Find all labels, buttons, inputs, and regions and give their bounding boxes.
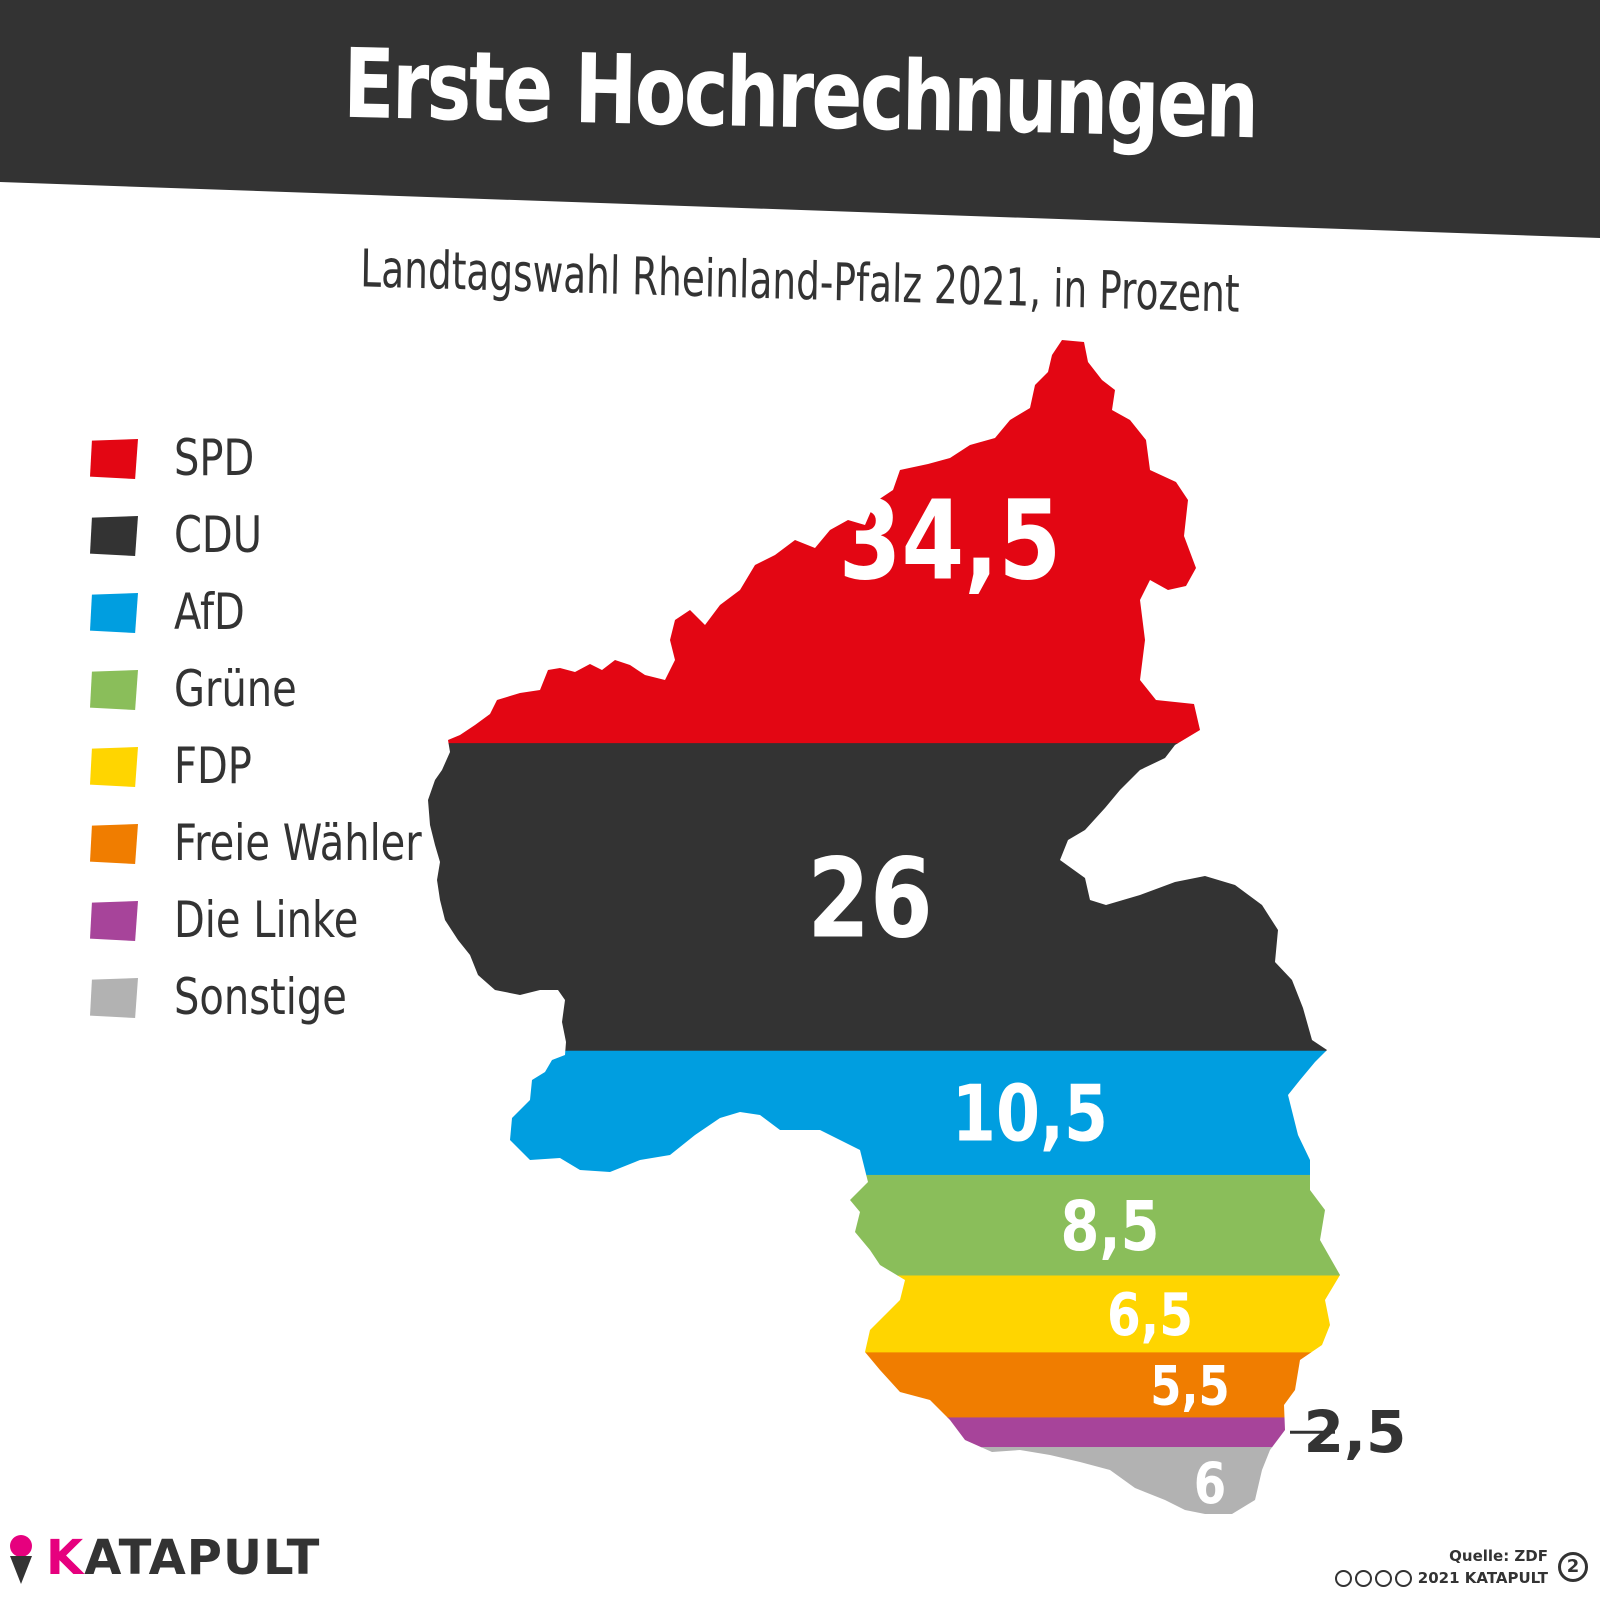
legend-label-afd: AfD bbox=[174, 583, 245, 641]
value-label-freie-waehler: 5,5 bbox=[1150, 1354, 1229, 1417]
cc-nd-icon bbox=[1394, 1569, 1412, 1587]
source-credit: Quelle: ZDF 2021 KATAPULT bbox=[1334, 1545, 1548, 1589]
edition-badge: 2 bbox=[1558, 1552, 1588, 1582]
value-label-die-linke: 2,5 bbox=[1304, 1398, 1407, 1466]
cc-by-icon bbox=[1354, 1569, 1372, 1587]
band-die-linke bbox=[428, 1417, 1340, 1448]
value-labels: 34,5 26 10,5 8,5 6,55,5 2,5 6 bbox=[807, 477, 1406, 1517]
band-afd bbox=[428, 1050, 1340, 1176]
value-label-cdu: 26 bbox=[807, 835, 933, 963]
legend-swatch-fdp bbox=[90, 747, 138, 787]
legend-swatch-spd bbox=[90, 439, 138, 479]
band-gruene bbox=[428, 1174, 1340, 1276]
band-fdp bbox=[428, 1275, 1340, 1353]
value-label-afd: 10,5 bbox=[952, 1068, 1108, 1159]
brand-name: KATAPULT bbox=[46, 1530, 320, 1586]
legend-swatch-die-linke bbox=[90, 901, 138, 941]
value-label-gruene: 8,5 bbox=[1060, 1186, 1159, 1266]
value-label-spd: 34,5 bbox=[839, 477, 1062, 605]
legend-label-sonstige: Sonstige bbox=[174, 968, 347, 1026]
legend-swatch-gruene bbox=[90, 670, 138, 710]
legend-label-die-linke: Die Linke bbox=[174, 891, 359, 949]
brand-initial: K bbox=[46, 1530, 85, 1586]
source-text: Quelle: ZDF bbox=[1449, 1547, 1548, 1565]
cc-nc-icon bbox=[1374, 1569, 1392, 1587]
value-label-sonstige: 6 bbox=[1194, 1452, 1227, 1518]
legend-swatch-sonstige bbox=[90, 978, 138, 1018]
legend-swatch-afd bbox=[90, 593, 138, 633]
legend-label-fdp: FDP bbox=[174, 737, 252, 795]
legend-swatch-cdu bbox=[90, 516, 138, 556]
cc-license-icons bbox=[1334, 1569, 1412, 1587]
legend-label-freie-waehler: Freie Wähler bbox=[174, 814, 422, 872]
legend-swatch-freie-waehler bbox=[90, 824, 138, 864]
legend-label-spd: SPD bbox=[174, 429, 255, 487]
cc-icon bbox=[1334, 1569, 1352, 1587]
brand-rest: ATAPULT bbox=[84, 1530, 321, 1586]
value-label-fdp: 6,5 bbox=[1107, 1281, 1193, 1350]
header-background bbox=[0, 0, 1600, 238]
legend-label-cdu: CDU bbox=[174, 506, 263, 564]
legend-label-gruene: Grüne bbox=[174, 660, 297, 718]
copyright-text: 2021 KATAPULT bbox=[1417, 1569, 1548, 1587]
header-band bbox=[0, 0, 1600, 238]
ice-cream-icon bbox=[10, 1535, 32, 1584]
license-row: 2021 KATAPULT bbox=[1334, 1567, 1548, 1589]
